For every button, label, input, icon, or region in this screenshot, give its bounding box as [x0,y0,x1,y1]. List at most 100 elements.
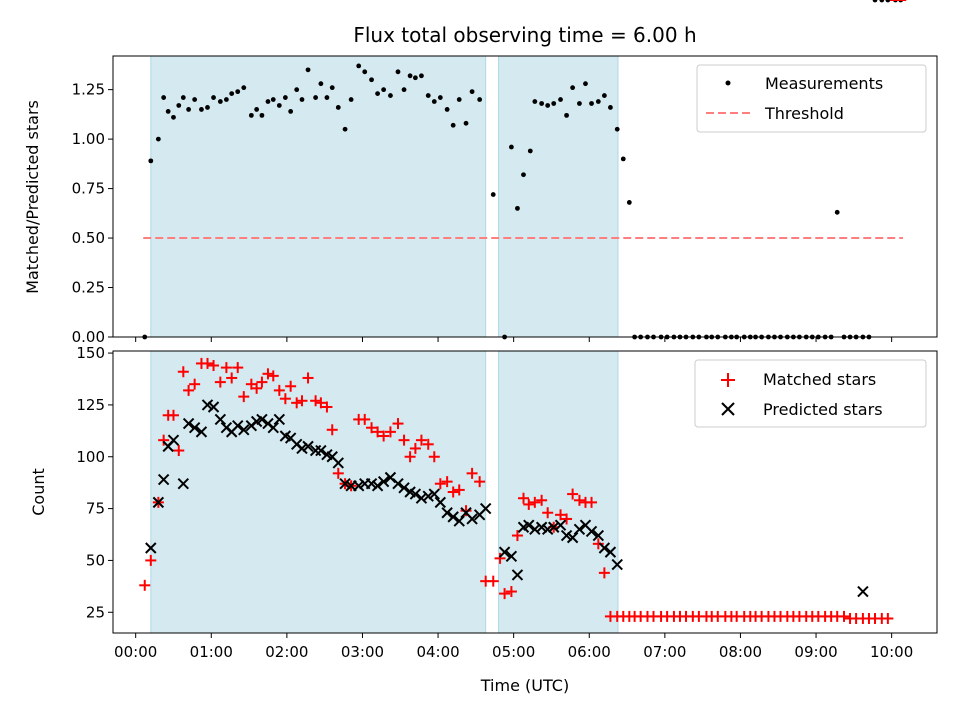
matched-stars-points [139,0,907,624]
x-tick-label: 06:00 [568,643,611,661]
predicted-star-point [611,558,623,571]
matched-star-point [189,378,201,390]
predicted-star-point [453,515,465,527]
measurement-point [614,126,620,132]
matched-star-point [494,552,506,564]
matched-star-point [392,418,404,430]
matched-star-point [251,382,263,394]
predicted-star-point [447,511,459,523]
top-legend-box [696,64,927,133]
x-axis-label: Time (UTC) [480,676,569,695]
matched-star-point [332,467,344,479]
matched-star-point [536,494,548,506]
matched-star-point [428,451,440,463]
top-y-tick-label: 0.50 [72,229,105,247]
measurements-points [142,0,904,340]
predicted-star-point [428,488,440,500]
matched-star-point [267,370,279,382]
measurement-point [248,112,254,118]
top-y-tick-label: 0.75 [72,180,105,198]
matched-star-point [201,357,213,369]
predicted-star-point [422,490,434,502]
predicted-star-point [604,546,617,558]
measurement-point [419,73,424,79]
bottom-y-axis-label: Count [29,468,48,516]
measurement-point [570,85,576,91]
measurement-point [288,109,294,114]
measurement-point [539,101,545,106]
matched-star-point [561,513,573,525]
measurement-point [270,97,276,102]
legend-threshold-label: Threshold [764,104,844,123]
matched-star-point [523,498,535,510]
top-y-tick-label: 1.00 [72,130,105,148]
predicted-star-point [195,426,208,438]
measurement-point [305,67,311,73]
predicted-star-point [566,531,579,544]
measurement-point [444,107,450,112]
matched-star-point [366,422,378,434]
measurement-point [186,107,191,112]
x-tick-label: 00:00 [114,643,157,661]
matched-star-point [177,366,189,378]
legend-matched-marker [721,373,735,387]
matched-star-point [326,424,338,436]
measurement-point [521,172,526,178]
measurement-point [217,99,223,104]
predicted-star-point [188,422,201,434]
matched-star-point [460,505,472,517]
measurement-point [545,103,551,108]
matched-star-point [238,391,250,403]
matched-star-point [447,486,459,498]
predicted-stars-points [145,399,869,598]
measurement-point [329,85,335,91]
measurement-point [508,144,514,150]
matched-star-point [441,476,453,488]
x-tick-label: 10:00 [870,643,913,661]
matched-star-point [315,397,327,409]
matched-star-point [529,496,541,508]
measurement-point [401,87,407,93]
measurement-point [192,97,198,102]
bottom-y-tick-label: 150 [76,344,105,362]
x-tick-label: 08:00 [719,643,762,661]
predicted-star-point [352,480,365,492]
legend-predicted-label: Predicted stars [763,400,883,419]
measurement-point [456,97,462,102]
matched-star-point [398,434,410,446]
measurement-point [601,93,607,98]
matched-star-point [296,395,308,407]
matched-star-point [285,380,297,392]
predicted-star-point [238,424,250,436]
matched-star-point [310,395,322,407]
measurement-point [885,0,891,3]
top-y-tick-label: 1.25 [72,81,105,99]
predicted-star-point [523,519,535,531]
matched-star-point [183,384,195,396]
measurement-point [165,109,171,114]
bottom-y-tick-label: 125 [76,396,105,414]
predicted-star-point [598,542,611,554]
predicted-star-point [296,442,308,455]
measurement-point [437,95,443,100]
top-observing-spans [150,55,619,338]
bottom-y-tick-label: 50 [86,551,105,569]
measurement-point [834,209,840,215]
measurement-point [254,107,260,112]
measurement-point [872,0,878,3]
predicted-star-point [182,417,195,430]
measurement-point [241,85,247,91]
predicted-star-point [409,488,422,500]
predicted-star-point [592,529,605,542]
top-y-tick-label: 0.00 [72,328,105,346]
x-tick-label: 07:00 [643,643,686,661]
measurement-point [294,87,300,93]
measurement-point [235,89,241,95]
measurement-point [381,87,387,93]
x-tick-label: 03:00 [341,643,384,661]
predicted-star-point [398,482,410,494]
measurement-point [299,97,305,102]
top-legend: Measurements Threshold [696,64,927,133]
measurement-point [490,192,496,197]
matched-star-point [256,376,268,388]
